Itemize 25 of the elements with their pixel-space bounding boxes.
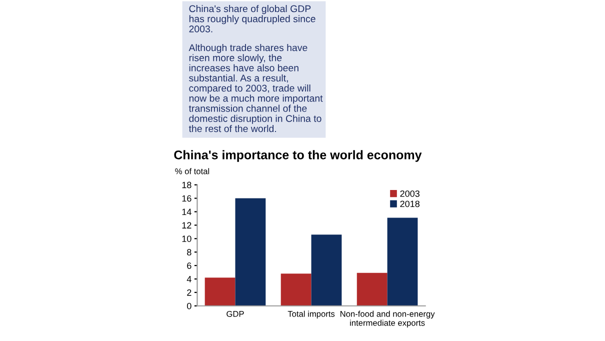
y-tick-label: 10 <box>182 236 192 242</box>
y-tick-label: 2 <box>187 289 192 296</box>
y-tick-label: 6 <box>187 262 192 269</box>
text: Although trade shares have risen more slowly, the increases have also been substantial. As a result, compared to 2003, trade will now be a much more important transmission channel of the domestic disruption in China to the rest of the world. <box>188 44 323 132</box>
bar <box>356 272 388 306</box>
bar <box>280 274 312 306</box>
bar <box>204 278 236 306</box>
bar <box>235 198 266 306</box>
legend-label: 2003 <box>400 190 420 197</box>
x-tick-label: Total imports <box>288 310 335 319</box>
y-tick-label: 14 <box>182 208 192 215</box>
y-tick-label: 4 <box>186 276 192 282</box>
bar <box>387 218 418 306</box>
y-tick-label: 12 <box>182 222 192 228</box>
bar <box>311 234 342 306</box>
y-tick-label: 18 <box>182 182 192 188</box>
x-tick-label: GDP <box>226 310 244 317</box>
y-tick-label: 8 <box>187 249 192 256</box>
x-tick-label: Non-food and non-energy intermediate exports <box>340 310 435 328</box>
text: China's share of global GDP has roughly quadrupled since 2003. <box>189 5 316 32</box>
y-axis-title: % of total <box>175 168 210 174</box>
y-tick-label: 16 <box>182 195 192 202</box>
legend-label: 2018 <box>400 200 420 208</box>
chart-title: China's importance to the world economy <box>174 150 422 162</box>
y-tick-label: 0 <box>187 302 192 310</box>
